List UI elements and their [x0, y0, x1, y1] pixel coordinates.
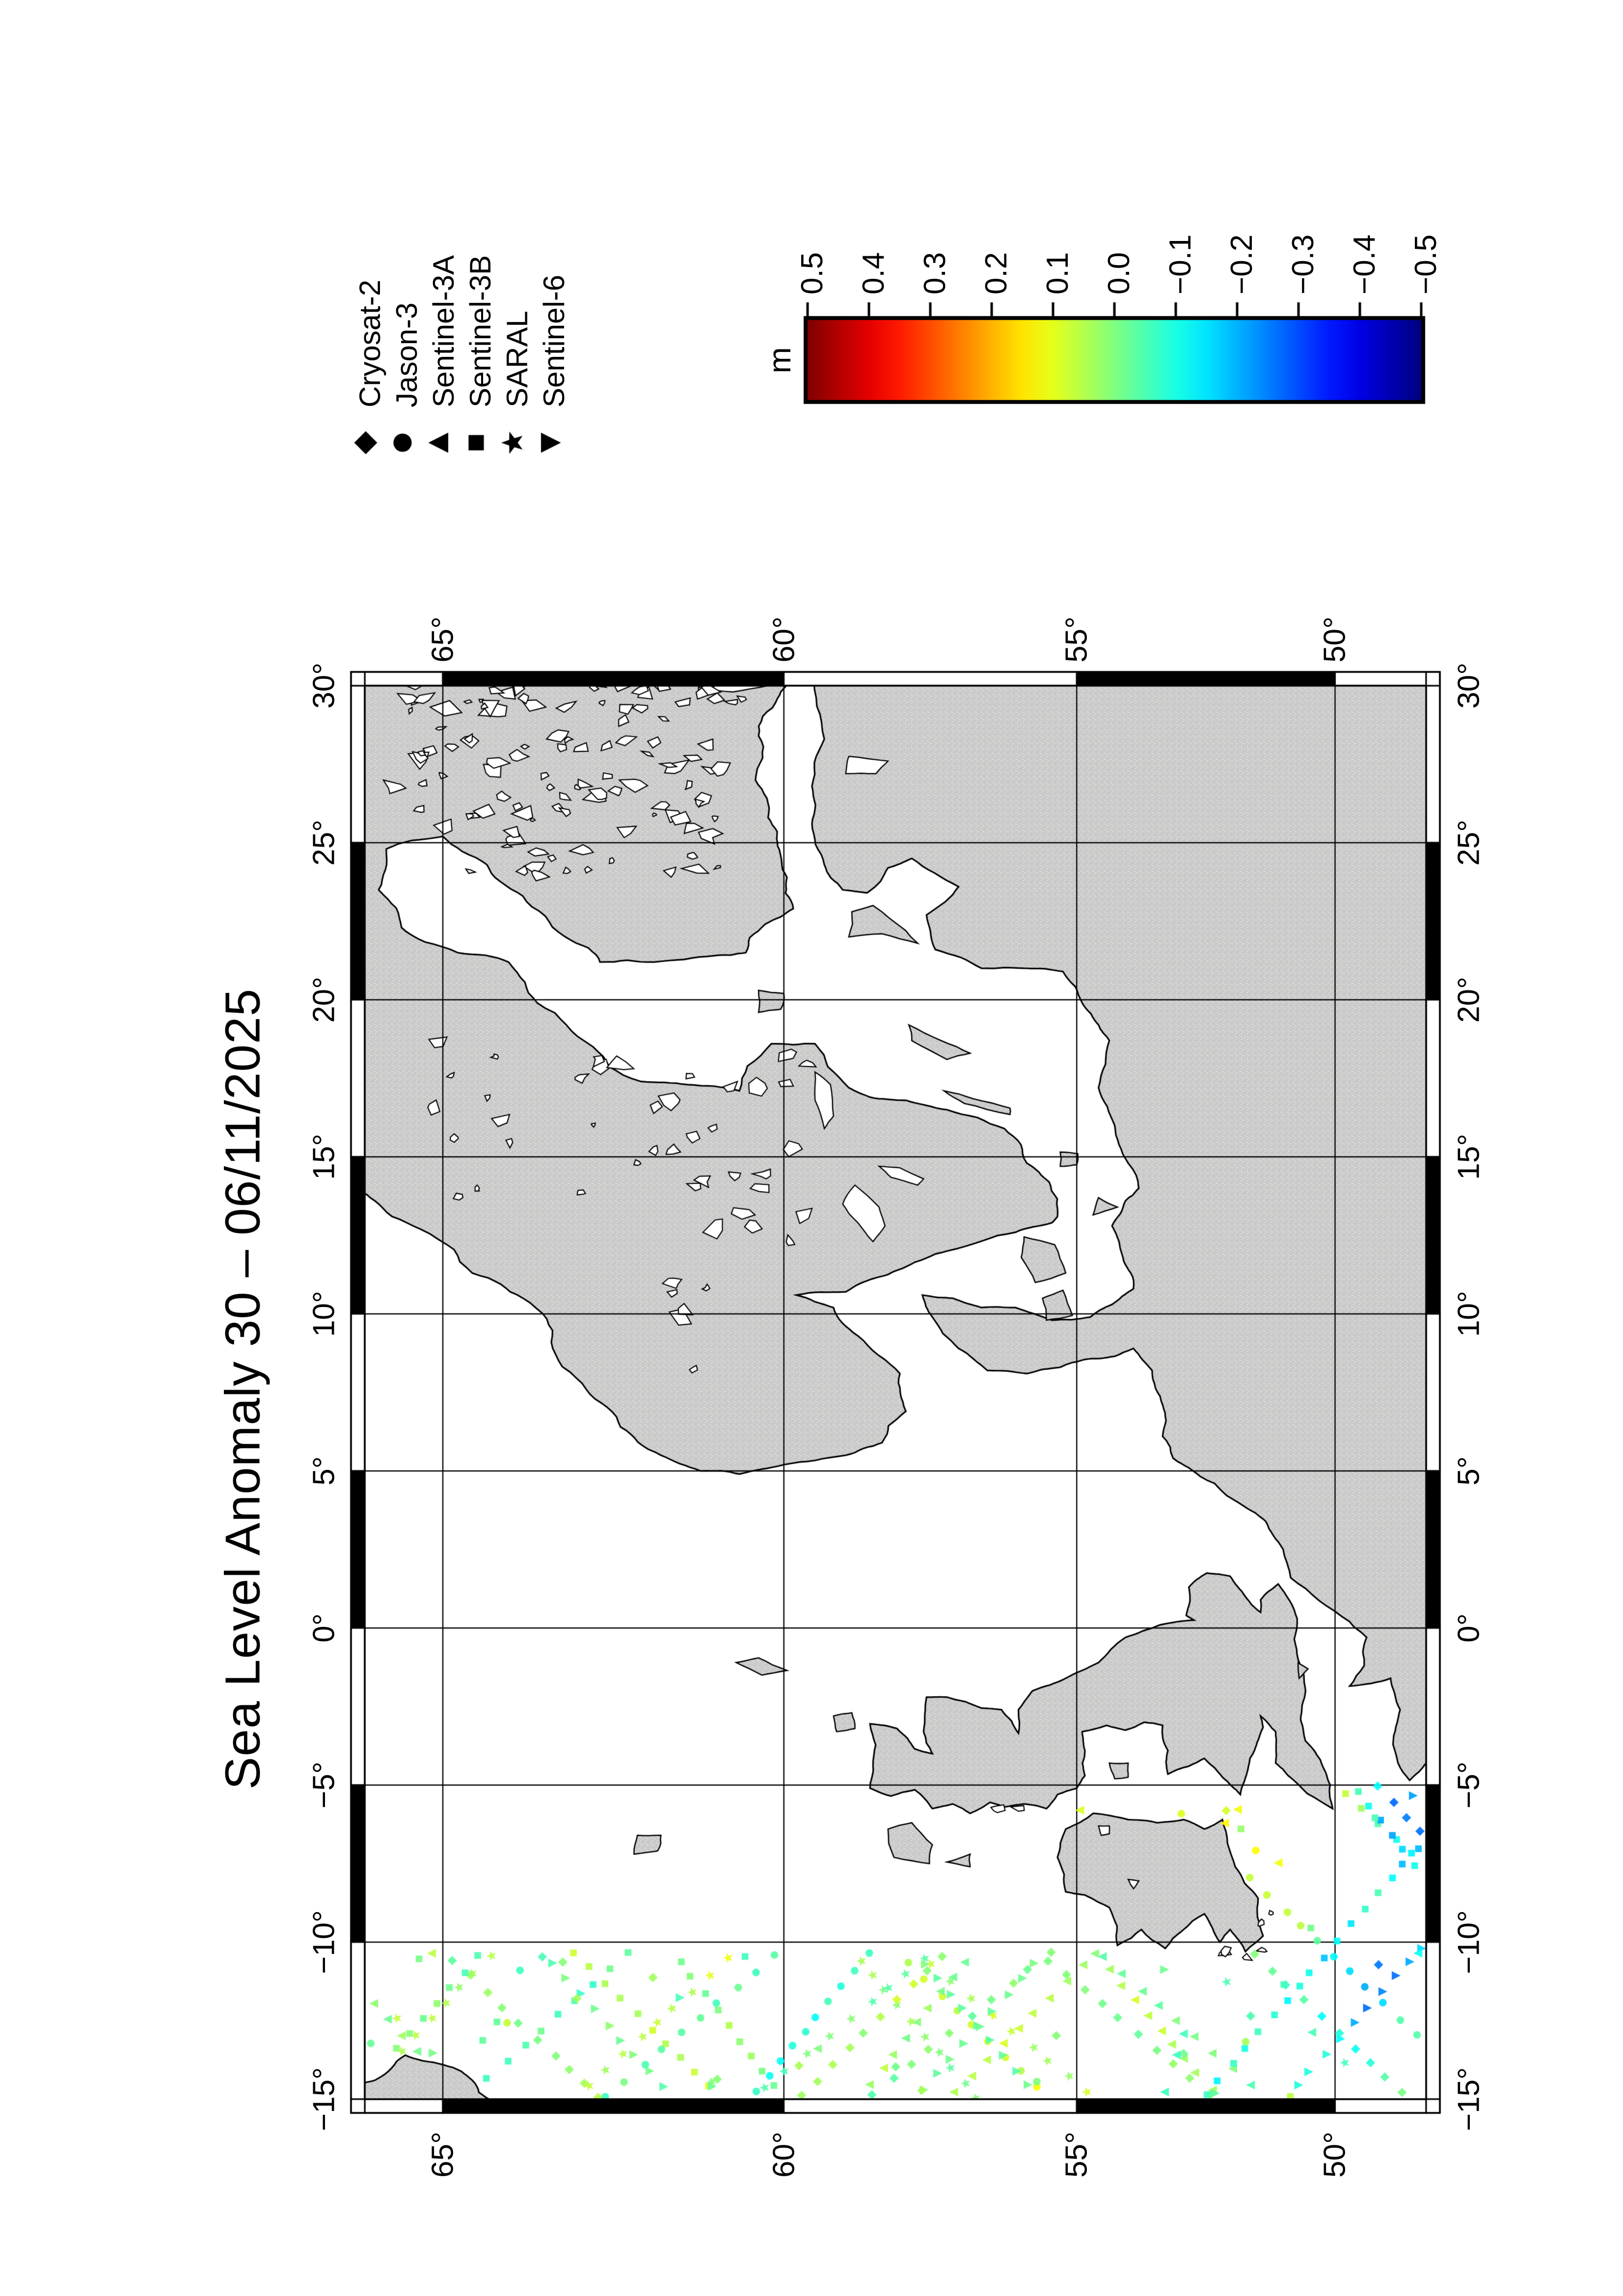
lon-label-left: −10°	[307, 1910, 341, 1974]
legend-label-sentinel-6: Sentinel-6	[538, 274, 570, 407]
colorbar-tick-label: 0.1	[1041, 252, 1075, 294]
legend-label-cryosat-2: Cryosat-2	[353, 279, 386, 407]
lon-label-left: 5°	[307, 1456, 341, 1486]
colorbar-tick-label: 0.2	[979, 252, 1013, 294]
lon-label-right: 10°	[1452, 1291, 1486, 1337]
lon-label-right: 20°	[1452, 977, 1486, 1023]
lat-label-top: 50°	[1318, 616, 1352, 663]
colorbar-tick-label: −0.4	[1348, 234, 1381, 294]
lon-label-left: 20°	[307, 977, 341, 1023]
lon-label-right: −5°	[1452, 1762, 1486, 1809]
lon-label-left: 15°	[307, 1134, 341, 1180]
legend-label-sentinel-3a: Sentinel-3A	[427, 255, 460, 407]
colorbar-tick-label: 0.4	[857, 252, 891, 294]
lon-label-left: −5°	[307, 1762, 341, 1809]
lon-label-left: 10°	[307, 1291, 341, 1337]
lon-label-right: 30°	[1452, 663, 1486, 709]
lon-label-right: −15°	[1452, 2067, 1486, 2131]
lat-label-top: 55°	[1059, 616, 1094, 663]
lon-label-right: 0°	[1452, 1613, 1486, 1643]
lon-label-left: −15°	[307, 2067, 341, 2131]
colorbar-tick-label: −0.1	[1163, 234, 1197, 294]
lat-label-bottom: 60°	[767, 2132, 801, 2178]
lon-label-left: 30°	[307, 663, 341, 709]
lon-label-left: 25°	[307, 820, 341, 866]
lat-label-bottom: 50°	[1318, 2132, 1352, 2178]
colorbar-tick-label: 0.5	[795, 252, 829, 294]
lat-label-top: 60°	[767, 616, 801, 663]
legend-label-sentinel-3b: Sentinel-3B	[464, 255, 497, 407]
colorbar-tick-label: 0.0	[1102, 252, 1136, 294]
lon-label-right: 5°	[1452, 1456, 1486, 1486]
legend-label-saral: SARAL	[501, 311, 534, 407]
lon-label-right: 15°	[1452, 1134, 1486, 1180]
colorbar-tick-label: −0.2	[1225, 234, 1259, 294]
colorbar-tick-label: −0.5	[1409, 234, 1443, 294]
lon-label-right: −10°	[1452, 1910, 1486, 1974]
colorbar-tick-label: −0.3	[1286, 234, 1320, 294]
legend-label-jason-3: Jason-3	[390, 302, 423, 407]
lon-label-left: 0°	[307, 1613, 341, 1643]
plot-title: Sea Level Anomaly 30 – 06/11/2025	[215, 988, 270, 1790]
lat-label-top: 65°	[426, 616, 460, 663]
lat-label-bottom: 65°	[426, 2132, 460, 2178]
colorbar-unit-label: m	[762, 347, 797, 374]
colorbar-tick-label: 0.3	[918, 252, 952, 294]
lat-label-bottom: 55°	[1059, 2132, 1094, 2178]
lon-label-right: 25°	[1452, 820, 1486, 866]
